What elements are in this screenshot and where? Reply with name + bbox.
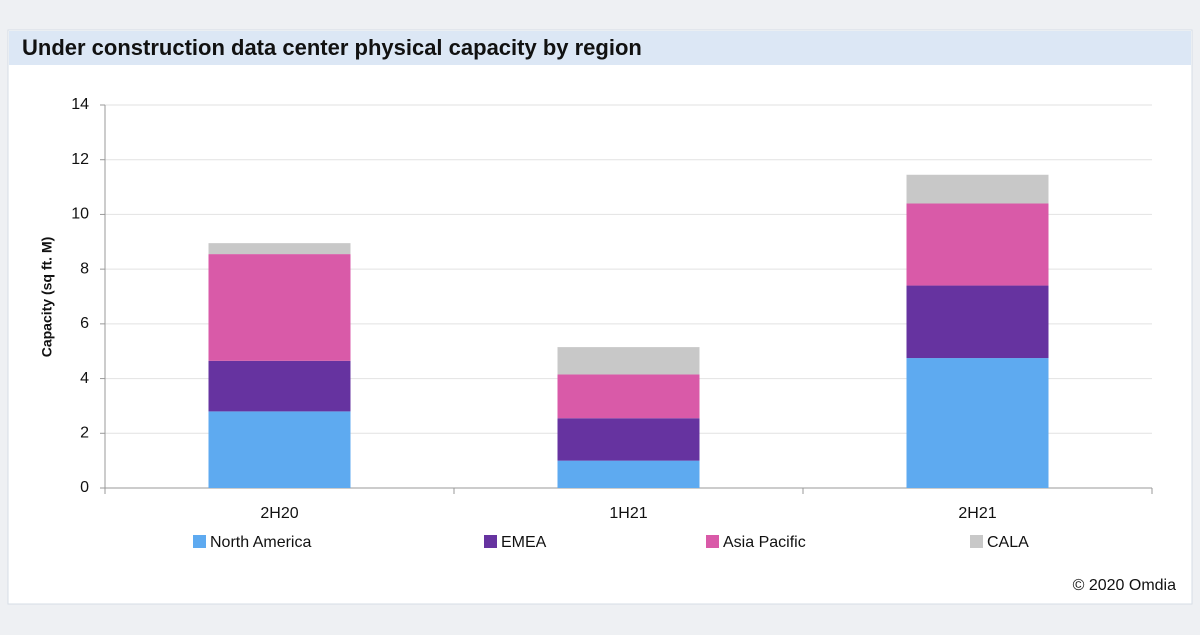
legend-swatch bbox=[970, 535, 983, 548]
legend-swatch bbox=[484, 535, 497, 548]
legend-swatch bbox=[706, 535, 719, 548]
y-tick-label: 2 bbox=[80, 425, 89, 442]
x-tick-label: 1H21 bbox=[609, 505, 647, 522]
y-tick-label: 6 bbox=[80, 315, 89, 332]
y-tick-label: 14 bbox=[71, 96, 89, 113]
bar-segment bbox=[208, 243, 351, 255]
bar-segment bbox=[208, 254, 351, 361]
legend-label: EMEA bbox=[501, 534, 547, 551]
source-note: © 2020 Omdia bbox=[1073, 577, 1177, 594]
bar-segment bbox=[906, 285, 1049, 359]
title-bar bbox=[9, 31, 1191, 65]
bar-segment bbox=[557, 374, 700, 419]
y-tick-label: 0 bbox=[80, 479, 89, 496]
legend-swatch bbox=[193, 535, 206, 548]
x-tick-label: 2H20 bbox=[260, 505, 298, 522]
y-tick-label: 4 bbox=[80, 370, 89, 387]
legend-label: Asia Pacific bbox=[723, 534, 806, 551]
y-tick-label: 10 bbox=[71, 206, 89, 223]
legend-label: North America bbox=[210, 534, 311, 551]
y-tick-label: 12 bbox=[71, 151, 89, 168]
bar-segment bbox=[208, 360, 351, 412]
bar-segment bbox=[208, 411, 351, 488]
bar-segment bbox=[906, 174, 1049, 204]
chart-title: Under construction data center physical … bbox=[22, 35, 642, 60]
bar-segment bbox=[906, 358, 1049, 488]
y-tick-label: 8 bbox=[80, 260, 89, 277]
bar-segment bbox=[557, 460, 700, 488]
bar-segment bbox=[557, 347, 700, 375]
bar-segment bbox=[906, 203, 1049, 286]
bar-segment bbox=[557, 418, 700, 461]
legend-label: CALA bbox=[987, 534, 1029, 551]
y-axis-label: Capacity (sq ft. M) bbox=[39, 237, 55, 358]
x-tick-label: 2H21 bbox=[958, 505, 996, 522]
